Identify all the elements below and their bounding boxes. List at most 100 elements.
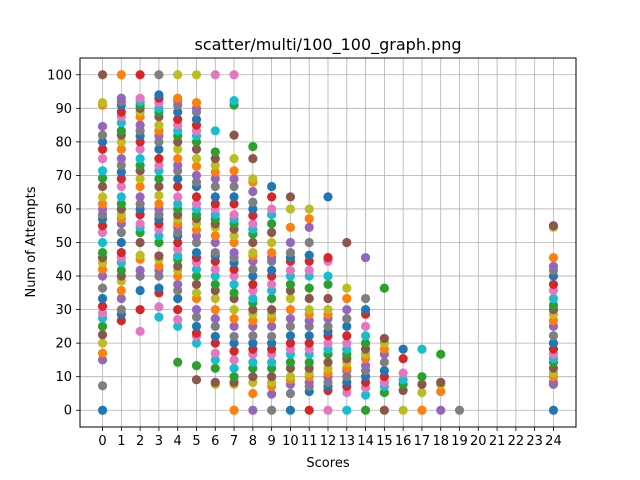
scatter-point [116, 126, 126, 136]
x-tick-label: 8 [249, 434, 257, 449]
scatter-point [154, 231, 164, 241]
scatter-point [116, 93, 126, 103]
scatter-point [248, 271, 258, 281]
scatter-point [97, 121, 108, 132]
scatter-point [248, 304, 258, 315]
scatter-point [548, 261, 559, 271]
scatter-point [342, 405, 352, 415]
x-tick-label: 11 [301, 434, 318, 449]
scatter-point [248, 154, 258, 164]
scatter-point [229, 288, 239, 298]
scatter-point [229, 154, 239, 164]
scatter-point [210, 338, 220, 348]
scatter-point [210, 237, 220, 248]
y-tick-label: 80 [55, 135, 72, 150]
scatter-point [210, 363, 220, 373]
scatter-point [285, 321, 296, 331]
scatter-point [304, 250, 314, 260]
scatter-point [304, 304, 314, 315]
scatter-point [323, 405, 333, 415]
scatter-point [248, 293, 258, 304]
scatter-point [191, 199, 202, 209]
scatter-point [173, 304, 183, 315]
scatter-point [154, 154, 164, 164]
scatter-point [135, 199, 145, 209]
scatter-point [548, 252, 559, 263]
scatter-point [323, 338, 333, 348]
scatter-point [173, 107, 183, 117]
scatter-point [116, 137, 126, 147]
scatter-point [154, 237, 164, 248]
scatter-point [229, 231, 239, 241]
scatter-point [267, 389, 277, 399]
scatter-point [135, 219, 145, 229]
scatter-point [379, 405, 389, 415]
scatter-point [191, 338, 202, 348]
scatter-point [97, 321, 108, 331]
scatter-point [267, 192, 277, 202]
scatter-point [97, 199, 108, 209]
scatter-point [154, 160, 164, 170]
scatter-point [116, 304, 126, 315]
scatter-point [248, 264, 258, 274]
scatter-point [210, 304, 220, 315]
x-tick-label: 15 [376, 434, 393, 449]
scatter-point [135, 93, 145, 103]
y-tick-label: 20 [55, 337, 72, 352]
scatter-point [210, 154, 220, 164]
scatter-point [97, 192, 108, 202]
scatter-point [173, 315, 183, 325]
x-tick-label: 17 [414, 434, 431, 449]
scatter-point [548, 338, 559, 348]
scatter-point [116, 293, 126, 304]
scatter-point [342, 338, 352, 348]
x-tick-label: 21 [489, 434, 506, 449]
scatter-point [304, 214, 314, 224]
scatter-point [248, 186, 258, 197]
scatter-point [360, 321, 371, 331]
scatter-point [285, 304, 296, 315]
scatter-point [116, 70, 126, 80]
scatter-point [135, 285, 145, 296]
scatter-point [229, 237, 239, 248]
scatter-point [135, 154, 145, 164]
scatter-point [210, 271, 220, 281]
scatter-point [285, 314, 296, 324]
scatter-point [210, 247, 220, 258]
scatter-point [323, 293, 333, 304]
scatter-point [229, 338, 239, 348]
scatter-point [210, 231, 220, 241]
scatter-point [248, 331, 258, 341]
scatter-point [173, 174, 183, 184]
scatter-point [154, 199, 164, 209]
scatter-point [267, 321, 277, 331]
scatter-point [285, 247, 296, 258]
scatter-point [210, 264, 220, 274]
x-tick-label: 16 [395, 434, 412, 449]
scatter-point [285, 192, 296, 202]
scatter-point [267, 372, 277, 382]
scatter-point [210, 126, 220, 136]
scatter-point [248, 204, 258, 214]
scatter-point [323, 279, 333, 290]
scatter-point [154, 302, 164, 312]
scatter-point [229, 372, 239, 382]
scatter-point [360, 361, 371, 371]
scatter-point [135, 237, 145, 248]
scatter-point [436, 405, 446, 415]
scatter-point [342, 314, 352, 324]
chart-title: scatter/multi/100_100_graph.png [194, 35, 461, 55]
scatter-point [210, 70, 220, 80]
scatter-point [191, 264, 202, 274]
scatter-point [173, 293, 183, 304]
scatter-point [229, 405, 239, 415]
scatter-point [342, 321, 352, 331]
scatter-point [417, 344, 427, 354]
scatter-point [173, 357, 183, 367]
scatter-point [173, 251, 183, 261]
scatter-point [191, 192, 202, 202]
scatter-point [267, 357, 277, 367]
x-tick-label: 14 [357, 434, 374, 449]
scatter-point [398, 353, 408, 364]
scatter-point [210, 321, 220, 331]
